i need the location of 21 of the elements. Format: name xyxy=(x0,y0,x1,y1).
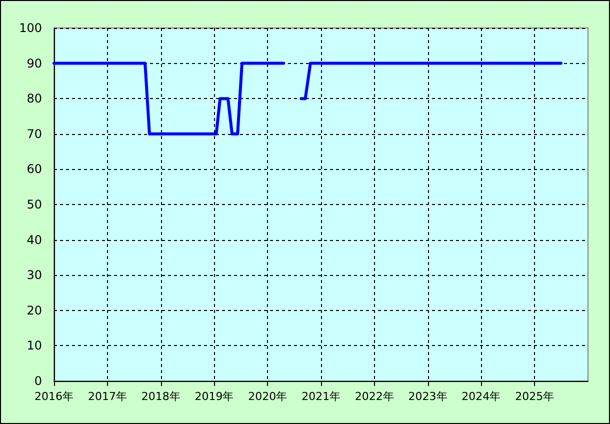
x-tick-label: 2018年 xyxy=(141,390,180,403)
x-tick-label: 2019年 xyxy=(194,390,234,403)
y-tick-label: 90 xyxy=(26,56,42,70)
y-tick-label: 40 xyxy=(26,232,42,247)
y-tick-label: 0 xyxy=(34,374,42,388)
y-tick-label: 20 xyxy=(26,303,42,318)
y-tick-label: 60 xyxy=(26,162,42,176)
x-tick-label: 2023年 xyxy=(408,390,448,403)
x-tick-label: 2024年 xyxy=(462,390,501,403)
y-tick-label: 10 xyxy=(26,338,42,353)
y-tick-label: 100 xyxy=(19,21,42,35)
y-tick-label: 80 xyxy=(26,92,42,106)
x-tick-label: 2020年 xyxy=(248,390,288,403)
y-tick-label: 70 xyxy=(26,126,42,141)
x-tick-label: 2016年 xyxy=(34,390,74,403)
y-tick-label: 30 xyxy=(26,268,42,282)
x-tick-label: 2025年 xyxy=(515,390,554,403)
y-tick-label: 50 xyxy=(26,198,42,212)
x-tick-label: 2022年 xyxy=(354,390,394,403)
x-tick-label: 2021年 xyxy=(302,390,341,403)
x-tick-label: 2017年 xyxy=(88,390,127,403)
